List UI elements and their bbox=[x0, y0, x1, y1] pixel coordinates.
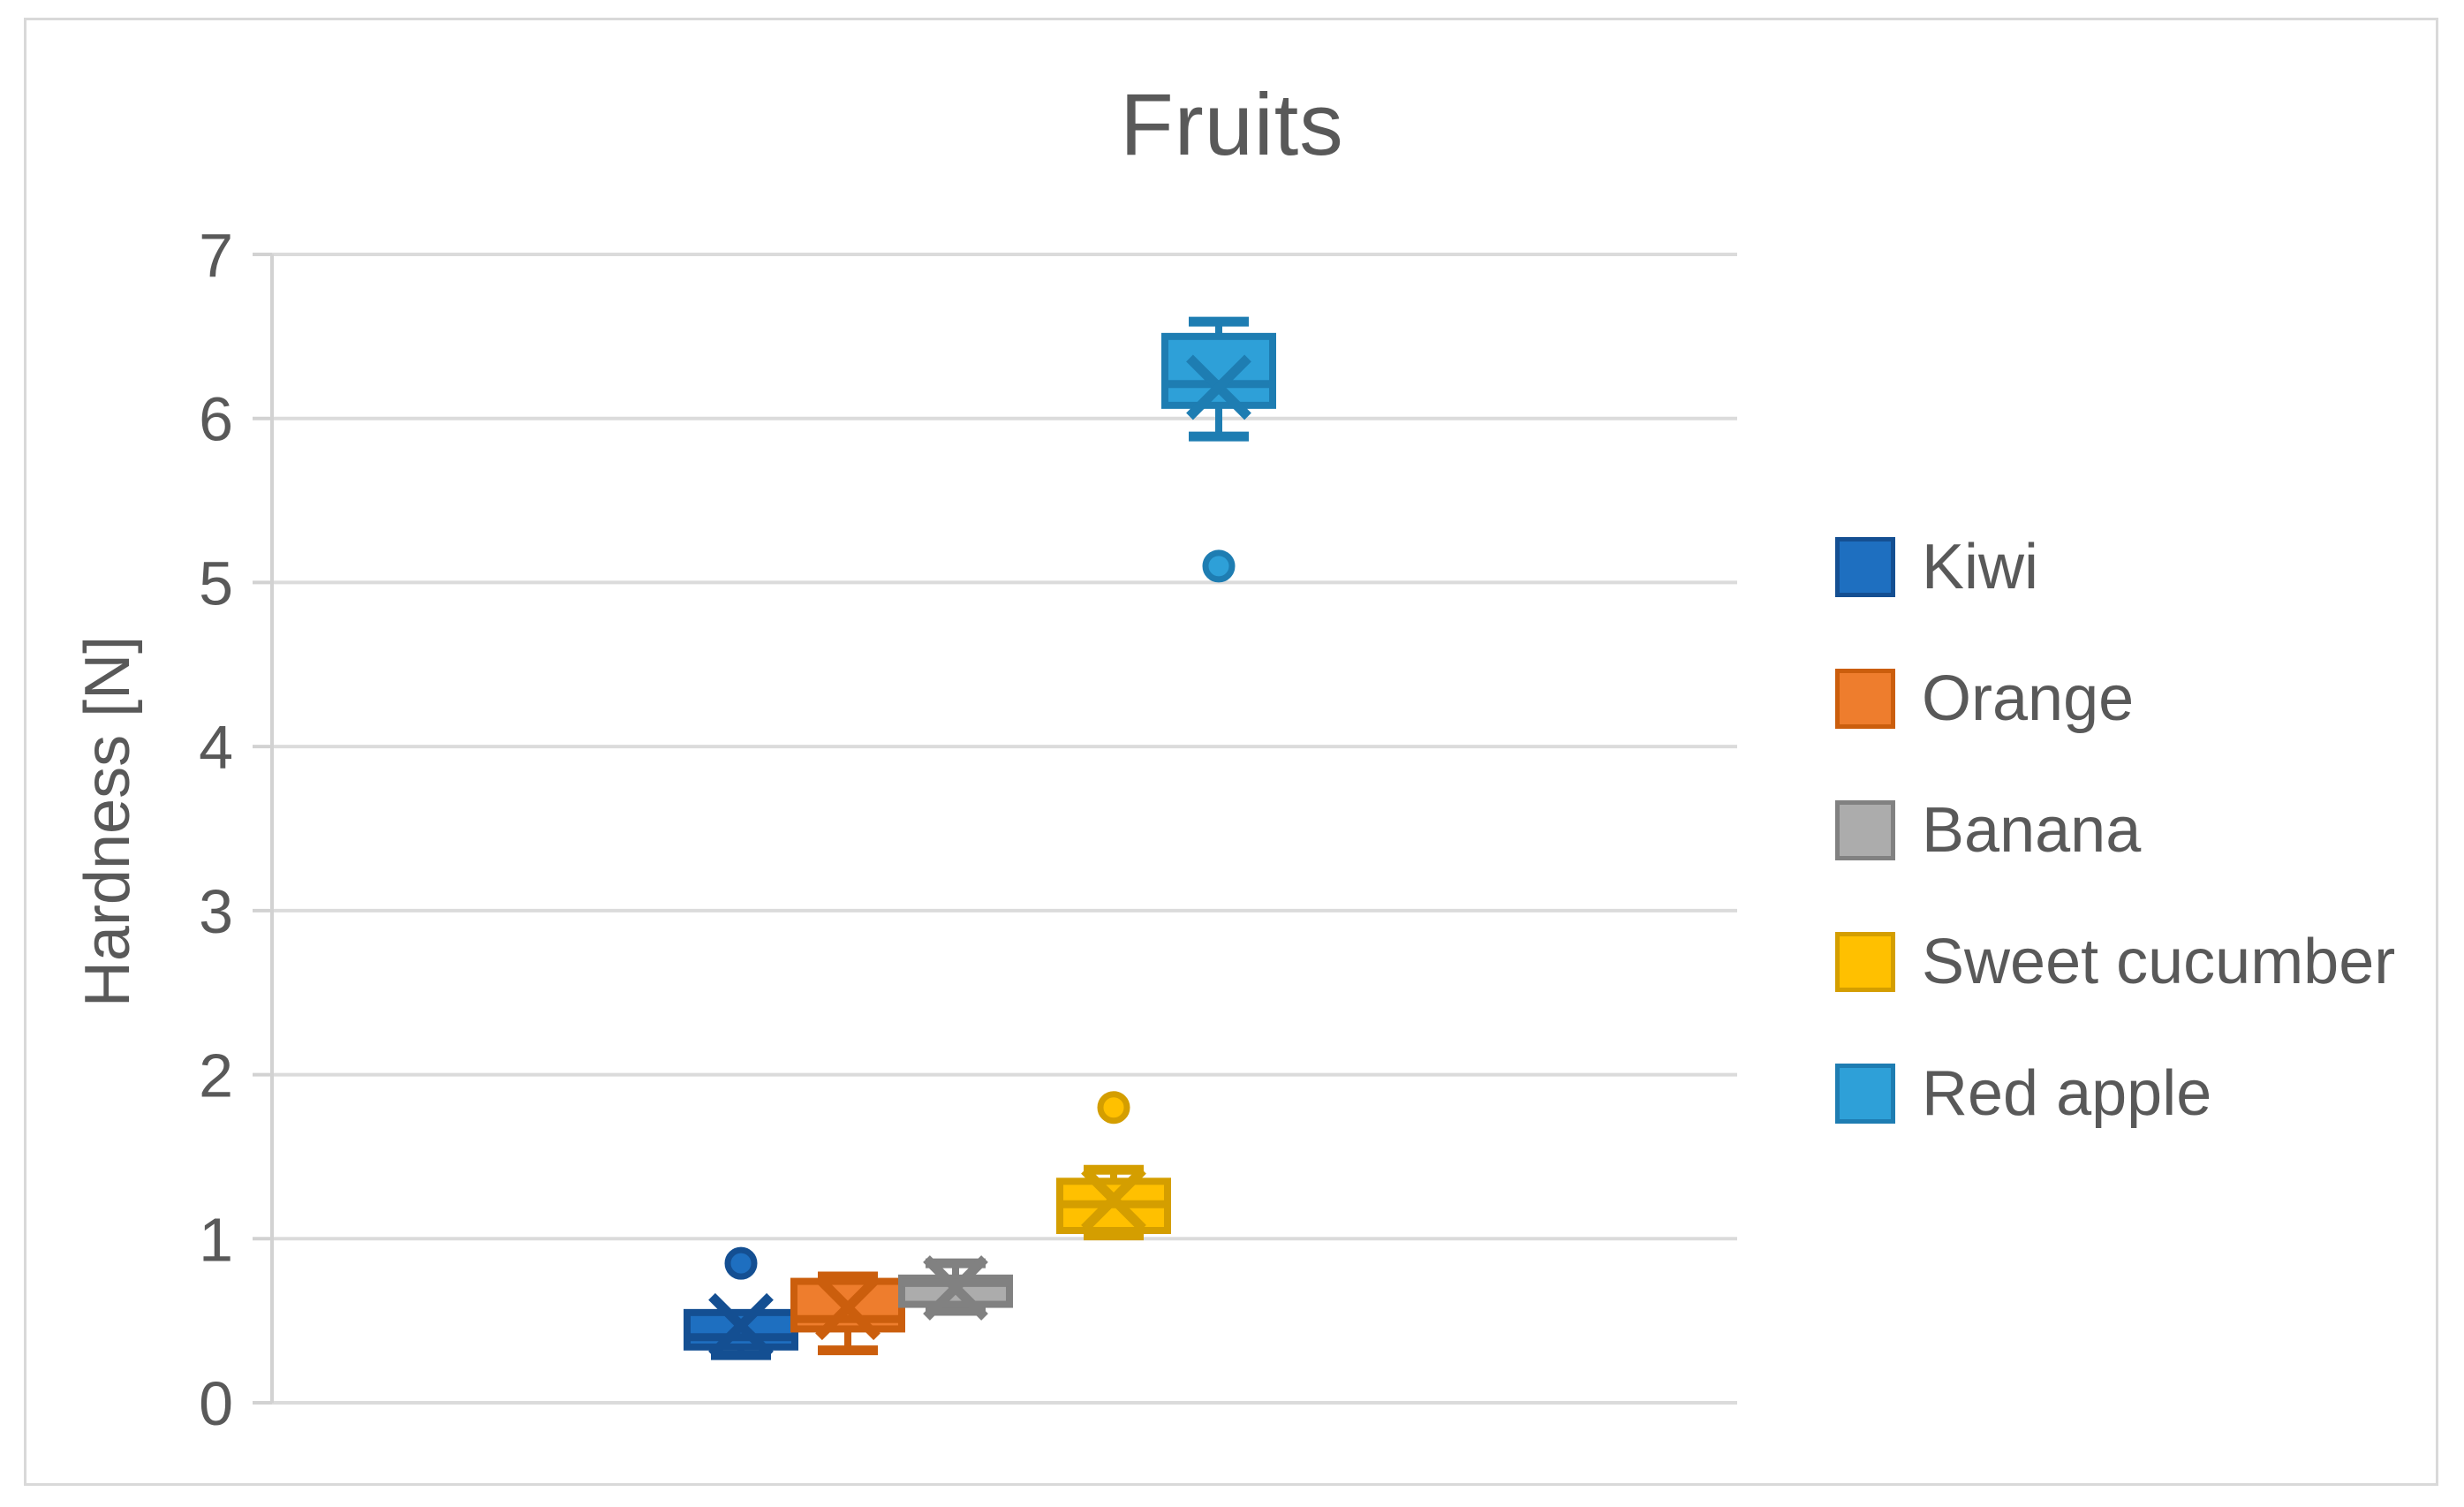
mean-marker-orange bbox=[815, 1275, 881, 1341]
y-tick-label: 7 bbox=[199, 221, 233, 290]
box-kiwi bbox=[684, 1308, 798, 1351]
y-axis-title: Hardness [N] bbox=[72, 635, 143, 1008]
legend-swatch-kiwi bbox=[1835, 537, 1895, 597]
mean-marker-sweet-cucumber bbox=[1081, 1166, 1146, 1232]
chart-title: Fruits bbox=[1120, 75, 1344, 173]
y-tick-label: 4 bbox=[199, 713, 233, 782]
legend-item-red-apple: Red apple bbox=[1835, 1058, 2395, 1129]
legend-swatch-sweet-cucumber bbox=[1835, 932, 1895, 992]
legend-swatch-banana bbox=[1835, 800, 1895, 860]
legend-swatch-red-apple bbox=[1835, 1064, 1895, 1124]
legend-swatch-orange bbox=[1835, 669, 1895, 729]
mean-marker-banana bbox=[923, 1255, 988, 1321]
mean-marker-red-apple bbox=[1186, 354, 1251, 420]
box-red-apple bbox=[1161, 332, 1276, 409]
y-tick-label: 5 bbox=[199, 549, 233, 617]
legend-item-banana: Banana bbox=[1835, 795, 2395, 866]
legend-label-kiwi: Kiwi bbox=[1922, 532, 2039, 602]
legend-label-sweet-cucumber: Sweet cucumber bbox=[1922, 927, 2396, 997]
outlier-point-red-apple bbox=[1202, 549, 1236, 583]
mean-marker-kiwi bbox=[708, 1292, 774, 1359]
legend-label-banana: Banana bbox=[1922, 795, 2142, 866]
y-tick-label: 1 bbox=[199, 1205, 233, 1274]
legend: Kiwi Orange Banana Sweet cucumber Red ap… bbox=[1835, 532, 2396, 1129]
outlier-point-kiwi bbox=[724, 1246, 758, 1280]
legend-label-red-apple: Red apple bbox=[1922, 1058, 2212, 1129]
chart-border bbox=[24, 18, 2438, 1486]
y-tick-label: 2 bbox=[199, 1041, 233, 1110]
y-tick-label: 3 bbox=[199, 877, 233, 946]
legend-item-kiwi: Kiwi bbox=[1835, 532, 2395, 602]
y-tick-label: 6 bbox=[199, 385, 233, 454]
outlier-point-sweet-cucumber bbox=[1097, 1091, 1130, 1125]
y-tick-label: 0 bbox=[199, 1369, 233, 1438]
legend-item-orange: Orange bbox=[1835, 663, 2395, 734]
legend-label-orange: Orange bbox=[1922, 663, 2135, 734]
legend-item-sweet-cucumber: Sweet cucumber bbox=[1835, 927, 2396, 997]
